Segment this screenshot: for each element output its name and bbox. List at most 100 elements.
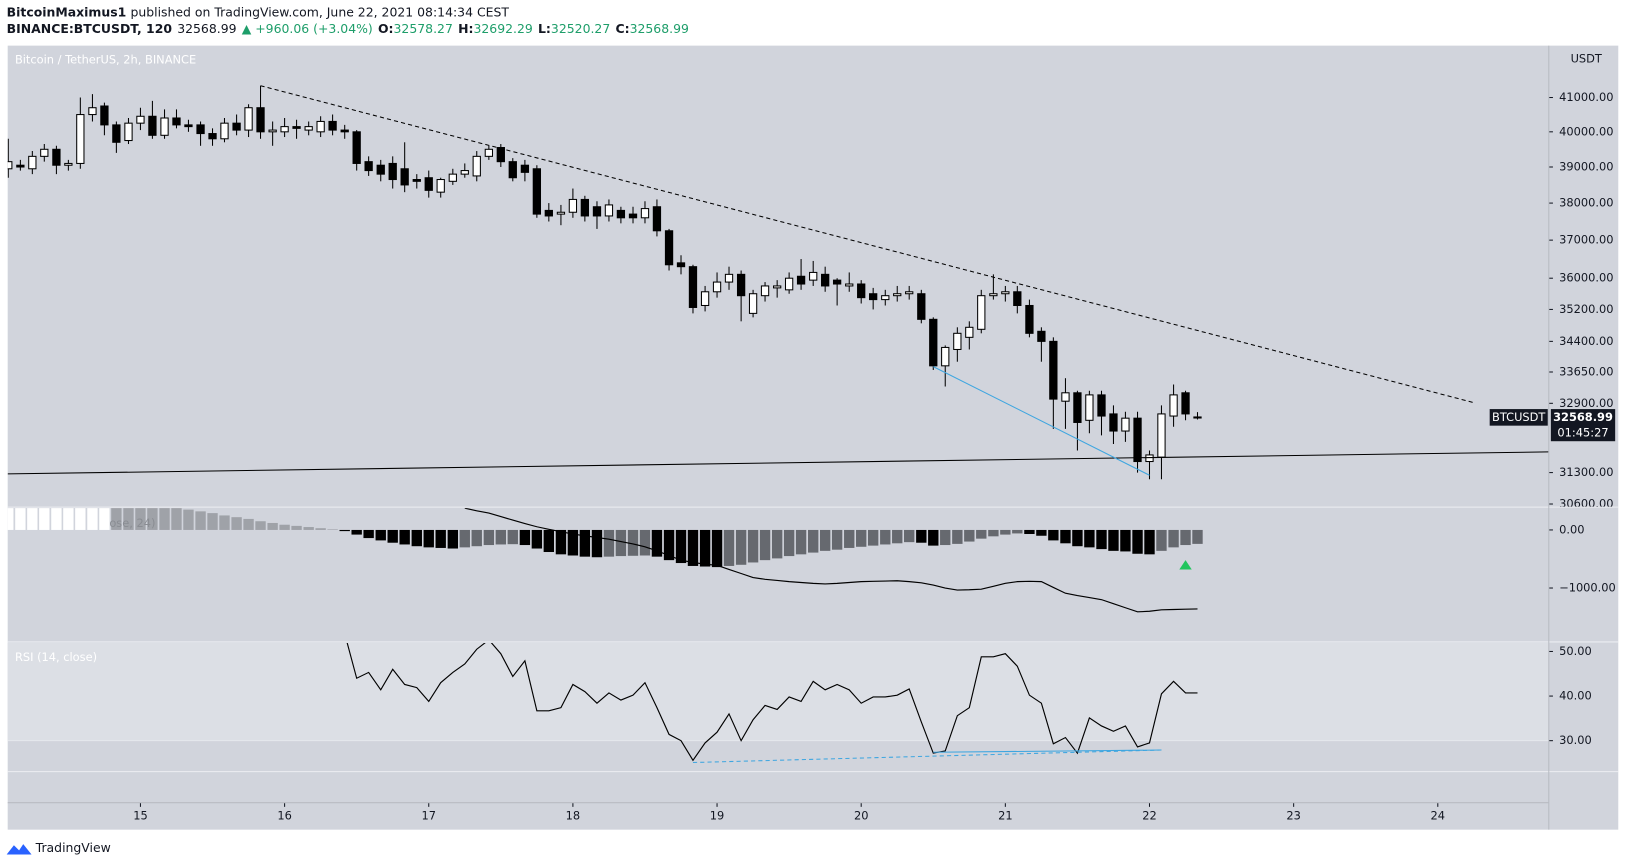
pane: [7, 642, 1549, 764]
ohlc-value: 32568.99: [630, 21, 689, 36]
candle-body: [400, 168, 409, 186]
y-tick-label: 40.00: [1559, 689, 1592, 703]
histogram-bar: [844, 529, 855, 548]
candle-body: [568, 198, 578, 213]
histogram-bar: [771, 529, 783, 559]
candle-body: [28, 155, 37, 170]
histogram-bar: [1144, 529, 1155, 555]
candle-body: [845, 283, 854, 287]
candle-body: [424, 177, 433, 191]
candle-body: [881, 295, 890, 301]
logo-icon: [6, 844, 32, 855]
histogram-bar: [459, 529, 470, 548]
candle-body: [580, 198, 590, 217]
candle-body: [268, 129, 277, 133]
histogram-bar: [639, 529, 651, 556]
histogram-bar: [651, 529, 663, 557]
y-tick-label: 0.00: [1559, 522, 1584, 536]
histogram-bar: [1048, 529, 1059, 541]
signal-marker: [1179, 560, 1192, 570]
histogram-bar: [699, 529, 711, 567]
author: BitcoinMaximus1: [7, 4, 127, 19]
candle-body: [352, 131, 361, 164]
candle-body: [676, 262, 686, 268]
price-tag: [1550, 409, 1616, 442]
candle-body: [1061, 392, 1070, 402]
histogram-bar: [375, 529, 386, 541]
histogram-bar: [1180, 529, 1191, 546]
x-tick-label: 24: [1431, 809, 1446, 823]
trendline: [933, 749, 1162, 753]
candle-body: [917, 293, 926, 320]
histogram-bar: [543, 529, 555, 553]
histogram-bar: [976, 529, 987, 539]
candle-body: [208, 133, 217, 140]
candle-body: [340, 129, 349, 133]
candle-body: [893, 293, 902, 297]
indicator-title: ose, 24): [109, 516, 155, 530]
histogram-bar: [7, 508, 14, 530]
histogram-bar: [471, 529, 482, 547]
candle-body: [172, 117, 181, 126]
histogram-bar: [99, 508, 110, 530]
candle-body: [1157, 413, 1166, 458]
candle-body: [184, 124, 193, 128]
candle-body: [484, 148, 494, 157]
y-tick-label: 36000.00: [1559, 271, 1613, 285]
countdown: 01:45:27: [1557, 425, 1608, 439]
candle-body: [1181, 392, 1190, 415]
price-tag: [1489, 409, 1548, 426]
histogram-bar: [555, 529, 567, 555]
candle-body: [784, 277, 794, 291]
histogram-bar: [483, 529, 495, 546]
histogram-bar: [675, 529, 687, 564]
histogram-bar: [327, 529, 338, 530]
histogram-bar: [267, 522, 278, 530]
pane: [7, 85, 1549, 480]
y-tick-label: 30600.00: [1559, 497, 1613, 511]
candle-body: [460, 170, 469, 175]
histogram-bar: [1156, 529, 1167, 551]
last-price: 32568.99: [177, 21, 236, 36]
line: [346, 642, 1198, 762]
histogram-bar: [411, 529, 422, 547]
candle-body: [832, 279, 842, 285]
histogram-bar: [831, 529, 843, 550]
histogram-bar: [1168, 529, 1179, 548]
histogram-bar: [808, 529, 819, 553]
pane: [7, 508, 1203, 613]
candle-body: [328, 120, 337, 131]
candle-body: [760, 285, 770, 297]
histogram-bar: [75, 508, 86, 530]
symbol-line: BINANCE:BTCUSDT, 120 32568.99 ▲ +960.06 (+…: [7, 21, 689, 36]
candle-body: [496, 147, 505, 163]
candle-body: [1025, 304, 1034, 334]
y-tick-label: −1000.00: [1559, 581, 1616, 595]
candle-body: [628, 213, 638, 219]
candle-body: [280, 126, 289, 133]
candle-body: [664, 230, 674, 266]
histogram-bar: [243, 518, 254, 530]
histogram-bar: [1120, 529, 1131, 552]
candle-body: [112, 124, 121, 143]
candle-body: [724, 273, 734, 283]
candle-body: [1049, 340, 1058, 400]
histogram-bar: [15, 508, 26, 530]
candle-body: [1193, 416, 1202, 419]
histogram-bar: [723, 529, 735, 566]
histogram-bar: [663, 529, 675, 561]
candle-body: [736, 273, 746, 297]
histogram-bar: [495, 529, 507, 545]
candle-body: [821, 273, 830, 287]
histogram-bar: [315, 528, 326, 530]
histogram-bar: [183, 509, 194, 530]
histogram-bar: [123, 508, 134, 530]
candle-body: [412, 179, 421, 182]
histogram-bar: [291, 525, 302, 530]
histogram-bar: [63, 508, 74, 530]
x-tick-label: 21: [998, 809, 1013, 823]
candle-body: [1169, 394, 1178, 417]
trendline: [260, 85, 1474, 403]
ohlc-label: L:: [538, 21, 551, 36]
histogram-bar: [1096, 529, 1107, 550]
